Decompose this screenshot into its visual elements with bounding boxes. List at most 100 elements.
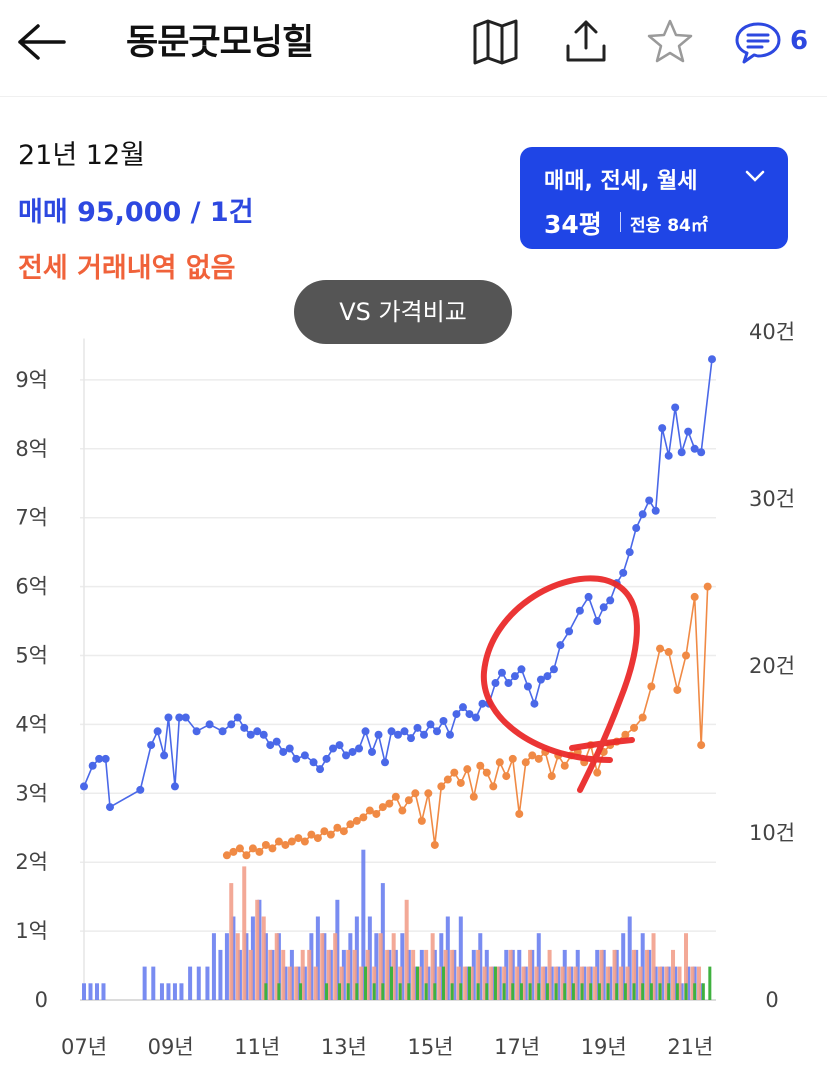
jeonse-volume-bar	[417, 966, 422, 1000]
monthly-volume-bar	[415, 966, 419, 1000]
jeonse-volume-bar	[320, 933, 325, 1000]
jeonse-summary: 전세 거래내역 없음	[18, 253, 236, 284]
jeonse-volume-bar	[482, 966, 487, 1000]
x-tick-label: 19년	[581, 1035, 627, 1059]
jeonse-price-point	[647, 682, 656, 691]
sale-volume-bar	[374, 933, 379, 1000]
sale-price-point	[387, 727, 396, 736]
monthly-volume-bar	[519, 983, 523, 1000]
sale-volume-bar	[393, 949, 398, 1000]
sale-price-point	[266, 741, 275, 750]
share-icon[interactable]	[560, 16, 612, 68]
compare-button[interactable]: VS 가격비교	[294, 280, 512, 344]
sale-price-point	[272, 737, 281, 746]
jeonse-volume-bar	[346, 949, 351, 1000]
jeonse-price-point	[424, 789, 433, 798]
size-label: 34평	[544, 210, 602, 239]
x-tick-label: 21년	[667, 1035, 713, 1059]
x-tick-label: 17년	[494, 1035, 540, 1059]
sale-volume-bar	[263, 933, 268, 1000]
sale-price-point	[192, 727, 201, 736]
sale-price-point	[651, 506, 660, 515]
jeonse-price-point	[417, 816, 426, 825]
sale-price-point	[105, 803, 114, 812]
monthly-volume-bar	[571, 983, 575, 1000]
sale-price-point	[497, 668, 506, 677]
sale-price-point	[227, 720, 236, 729]
sale-price-point	[543, 672, 552, 681]
monthly-volume-bar	[658, 983, 662, 1000]
sale-price-point	[504, 679, 513, 688]
jeonse-price-point	[521, 758, 530, 767]
sale-volume-bar	[679, 983, 684, 1000]
sale-price-point	[606, 596, 615, 605]
jeonse-price-point	[385, 799, 394, 808]
red-annotation-circle	[480, 575, 640, 793]
monthly-volume-bar	[264, 983, 268, 1000]
jeonse-price-point	[697, 741, 706, 750]
sale-volume-bar	[627, 916, 632, 1000]
jeonse-volume-bar	[313, 966, 318, 1000]
selected-date: 21년 12월	[18, 140, 145, 171]
sale-price-point	[218, 727, 227, 736]
monthly-volume-bar	[554, 983, 558, 1000]
y-right-tick-label: 30건	[749, 487, 795, 511]
sale-price-point	[445, 730, 454, 739]
jeonse-volume-bar	[586, 966, 591, 1000]
deal-filter-button[interactable]: 매매, 전세, 월세 34평 전용 84㎡	[520, 147, 788, 249]
sale-volume-bar	[224, 933, 229, 1000]
jeonse-price-point	[469, 792, 478, 801]
sale-volume-bar	[452, 949, 457, 1000]
jeonse-price-point	[346, 820, 355, 829]
jeonse-price-point	[274, 837, 283, 846]
sale-volume-bar	[218, 949, 223, 1000]
jeonse-price-point	[404, 796, 413, 805]
jeonse-price-point	[482, 768, 491, 777]
sale-price-point	[253, 727, 262, 736]
sale-price-point	[322, 754, 331, 763]
star-icon[interactable]	[644, 16, 696, 68]
sale-price-point	[478, 699, 487, 708]
jeonse-price-point	[326, 830, 335, 839]
jeonse-volume-bar	[255, 899, 260, 1000]
jeonse-price-point	[495, 758, 504, 767]
sale-price-point	[300, 751, 309, 760]
jeonse-price-point	[638, 713, 647, 722]
sale-price-point	[175, 713, 184, 722]
sale-volume-bar	[497, 966, 502, 1000]
jeonse-volume-bar	[294, 966, 299, 1000]
sale-volume-bar	[101, 983, 106, 1000]
sale-summary: 매매 95,000 / 1건	[18, 197, 254, 228]
jeonse-price-point	[255, 847, 264, 856]
sale-volume-bar	[315, 916, 320, 1000]
jeonse-price-point	[547, 772, 556, 781]
monthly-volume-bar	[407, 983, 411, 1000]
jeonse-volume-bar	[333, 933, 338, 1000]
jeonse-volume-bar	[469, 966, 474, 1000]
sale-volume-bar	[530, 949, 535, 1000]
sale-volume-bar	[582, 966, 587, 1000]
jeonse-volume-bar	[638, 966, 643, 1000]
jeonse-volume-bar	[593, 966, 598, 1000]
sale-price-point	[240, 723, 249, 732]
back-arrow-icon[interactable]	[14, 18, 70, 66]
jeonse-volume-bar	[365, 949, 370, 1000]
sale-price-point	[101, 754, 110, 763]
sale-price-point	[708, 355, 716, 364]
monthly-volume-bar	[424, 983, 428, 1000]
sale-price-point	[136, 785, 145, 794]
sale-price-point	[536, 675, 545, 684]
sale-volume-bar	[517, 949, 522, 1000]
sale-volume-bar	[686, 966, 691, 1000]
jeonse-price-point	[248, 844, 257, 853]
sale-volume-bar	[94, 983, 99, 1000]
map-icon[interactable]	[470, 16, 522, 68]
jeonse-price-point	[703, 582, 712, 591]
sale-price-point	[426, 720, 435, 729]
comment-icon[interactable]	[732, 16, 784, 68]
monthly-volume-bar	[277, 983, 281, 1000]
sale-price-point	[584, 592, 593, 601]
jeonse-price-point	[261, 840, 270, 849]
sale-volume-bar	[257, 899, 262, 1000]
monthly-volume-bar	[632, 983, 636, 1000]
